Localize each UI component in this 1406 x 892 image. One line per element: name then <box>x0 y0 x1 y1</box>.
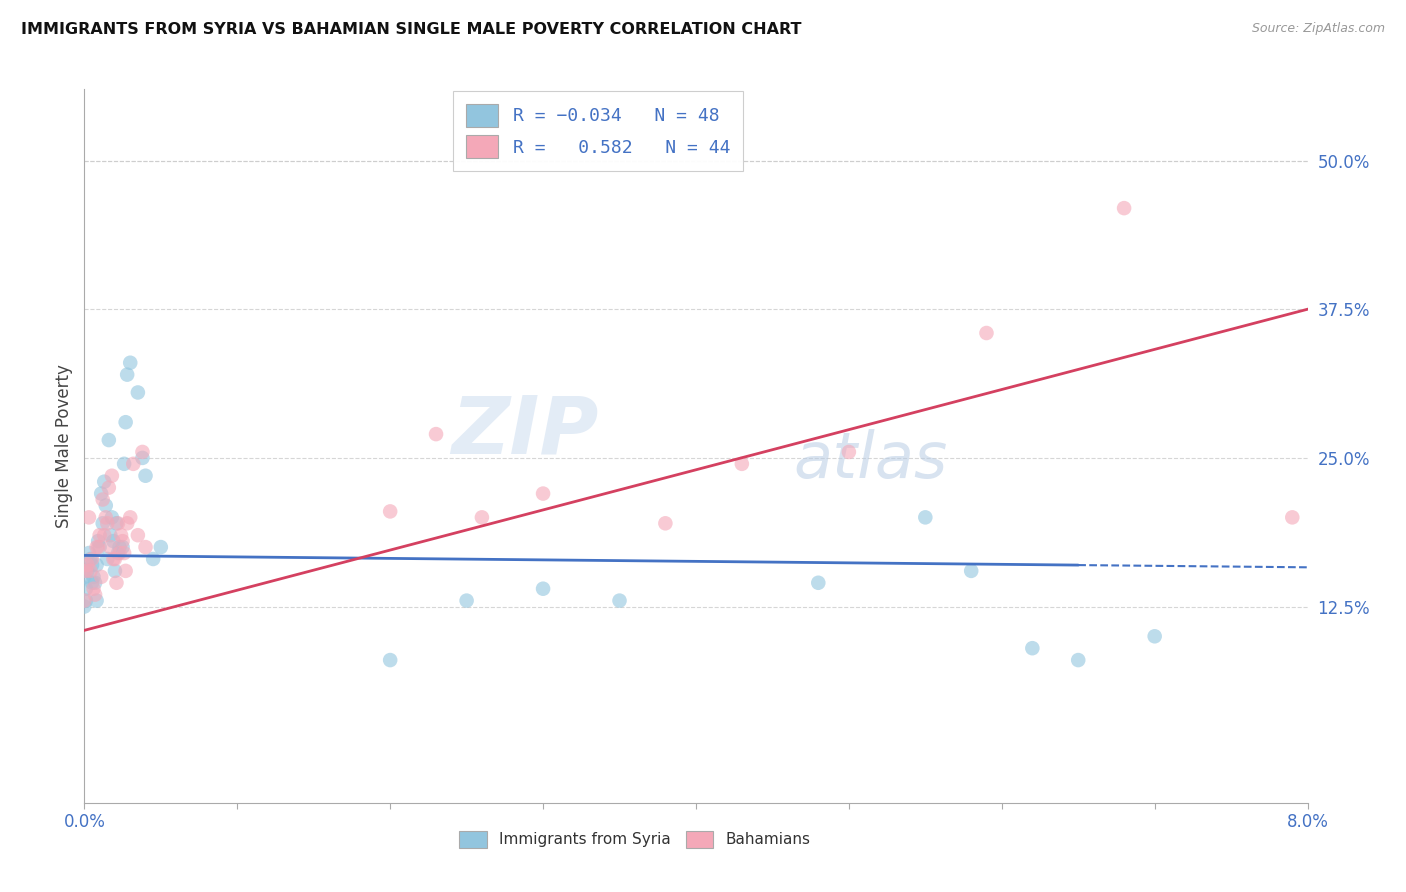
Point <box>96 516 118 531</box>
Point <box>111 534 134 549</box>
Point <box>87 534 110 549</box>
Point <box>107 546 129 560</box>
Point <box>135 468 157 483</box>
Point <box>108 540 131 554</box>
Point <box>98 540 121 554</box>
Point <box>97 481 120 495</box>
Point <box>142 552 165 566</box>
Point <box>84 588 107 602</box>
Point <box>103 552 125 566</box>
Point <box>91 516 114 531</box>
Point <box>120 356 142 370</box>
Point <box>73 599 96 614</box>
Point <box>108 546 131 560</box>
Point <box>425 427 447 442</box>
Point <box>110 528 132 542</box>
Text: ZIP: ZIP <box>451 392 598 471</box>
Point <box>91 492 114 507</box>
Point <box>75 564 97 578</box>
Point <box>531 582 554 596</box>
Point <box>97 433 120 447</box>
Point <box>456 593 478 607</box>
Point <box>654 516 676 531</box>
Point <box>380 504 402 518</box>
Point <box>87 540 110 554</box>
Point <box>1114 201 1136 215</box>
Point <box>731 457 754 471</box>
Point <box>86 558 108 572</box>
Point <box>105 516 128 531</box>
Point <box>80 558 103 572</box>
Point <box>122 457 145 471</box>
Point <box>149 540 172 554</box>
Point <box>76 558 98 572</box>
Point <box>83 570 105 584</box>
Point <box>807 575 830 590</box>
Point <box>76 564 98 578</box>
Point <box>77 546 100 560</box>
Point <box>94 499 117 513</box>
Point <box>93 475 115 489</box>
Point <box>86 540 108 554</box>
Point <box>80 552 103 566</box>
Point <box>115 516 138 531</box>
Point <box>1067 653 1090 667</box>
Point <box>105 575 128 590</box>
Point <box>115 368 138 382</box>
Point <box>471 510 494 524</box>
Point <box>609 593 631 607</box>
Point <box>73 593 96 607</box>
Text: IMMIGRANTS FROM SYRIA VS BAHAMIAN SINGLE MALE POVERTY CORRELATION CHART: IMMIGRANTS FROM SYRIA VS BAHAMIAN SINGLE… <box>21 22 801 37</box>
Point <box>98 528 121 542</box>
Point <box>89 540 111 554</box>
Point <box>111 540 134 554</box>
Point <box>1281 510 1303 524</box>
Point <box>80 575 103 590</box>
Point <box>1143 629 1166 643</box>
Y-axis label: Single Male Poverty: Single Male Poverty <box>55 364 73 528</box>
Point <box>93 528 115 542</box>
Point <box>127 528 149 542</box>
Point <box>104 552 127 566</box>
Point <box>75 593 97 607</box>
Point <box>120 510 142 524</box>
Point <box>84 575 107 590</box>
Point <box>77 510 100 524</box>
Point <box>914 510 936 524</box>
Point <box>131 445 153 459</box>
Point <box>114 564 136 578</box>
Point <box>112 457 135 471</box>
Point <box>101 510 124 524</box>
Point <box>131 450 153 465</box>
Point <box>114 415 136 429</box>
Point <box>86 593 108 607</box>
Text: atlas: atlas <box>794 429 948 491</box>
Point <box>73 570 96 584</box>
Text: Source: ZipAtlas.com: Source: ZipAtlas.com <box>1251 22 1385 36</box>
Point <box>75 582 97 596</box>
Point <box>112 546 135 560</box>
Point <box>107 516 129 531</box>
Point <box>89 528 111 542</box>
Point <box>90 486 112 500</box>
Point <box>960 564 983 578</box>
Point <box>101 468 124 483</box>
Point <box>976 326 998 340</box>
Point <box>1021 641 1043 656</box>
Point <box>96 552 118 566</box>
Point <box>838 445 860 459</box>
Point <box>90 570 112 584</box>
Point <box>94 510 117 524</box>
Point <box>83 582 105 596</box>
Point <box>380 653 402 667</box>
Point <box>79 552 101 566</box>
Point <box>79 564 101 578</box>
Point <box>531 486 554 500</box>
Point <box>135 540 157 554</box>
Point <box>127 385 149 400</box>
Point <box>104 564 127 578</box>
Legend: Immigrants from Syria, Bahamians: Immigrants from Syria, Bahamians <box>451 823 818 855</box>
Point <box>103 534 125 549</box>
